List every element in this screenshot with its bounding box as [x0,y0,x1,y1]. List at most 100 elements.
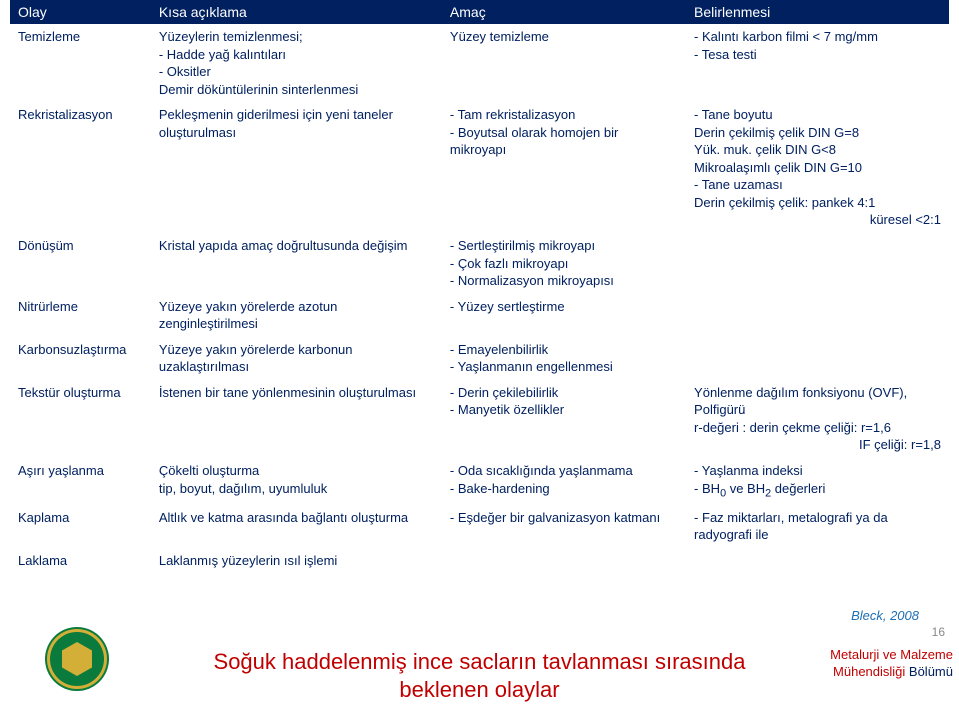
dept-red-text: Mühendisliği [833,664,905,679]
plain-line: r-değeri : derin çekme çeliği: r=1,6 [694,419,941,437]
list-item: Oda sıcaklığında yaşlanmama [450,462,678,480]
list-item: Yaşlanmanın engellenmesi [450,358,678,376]
footer: Bleck, 2008 16 Soğuk haddelenmiş ince sa… [0,606,959,721]
slide-page: Olay Kısa açıklama Amaç Belirlenmesi Tem… [0,0,959,721]
dash-list: Eşdeğer bir galvanizasyon katmanı [450,509,678,527]
cell-event: Laklama [10,548,151,574]
cell-desc: Çökelti oluşturmatip, boyut, dağılım, uy… [151,458,442,505]
department-label: Metalurji ve Malzeme Mühendisliği Bölümü [830,647,953,681]
dash-list: Kalıntı karbon filmi < 7 mg/mmTesa testi [694,28,941,63]
table-row: TemizlemeYüzeylerin temizlenmesi;Hadde y… [10,24,949,102]
list-item: Emayelenbilirlik [450,341,678,359]
dept-blue-text: Bölümü [905,664,953,679]
title-line1: Soğuk haddelenmiş ince sacların tavlanma… [214,649,746,674]
cell-determination [686,233,949,294]
plain-line: Yönlenme dağılım fonksiyonu (OVF), [694,384,941,402]
table-row: KaplamaAltlık ve katma arasında bağlantı… [10,505,949,548]
list-item: Yaşlanma indeksi [694,462,941,480]
dash-list: Faz miktarları, metalografi ya da radyog… [694,509,941,544]
cell-purpose: Yüzey sertleştirme [442,294,686,337]
cell-determination: Kalıntı karbon filmi < 7 mg/mmTesa testi [686,24,949,102]
cell-desc: Yüzeye yakın yörelerde azotun zenginleşt… [151,294,442,337]
cell-purpose: Sertleştirilmiş mikroyapıÇok fazlı mikro… [442,233,686,294]
list-item: Derin çekilebilirlik [450,384,678,402]
indented-text: IF çeliği: r=1,8 [694,436,941,454]
list-item: Normalizasyon mikroyapısı [450,272,678,290]
plain-line: Mikroalaşımlı çelik DIN G=10 [694,159,941,177]
cell-determination: Faz miktarları, metalografi ya da radyog… [686,505,949,548]
cell-determination: Yönlenme dağılım fonksiyonu (OVF),Polfig… [686,380,949,458]
cell-event: Karbonsuzlaştırma [10,337,151,380]
cell-determination [686,294,949,337]
plain-line: Derin çekilmiş çelik: pankek 4:1 [694,194,941,212]
cell-desc: İstenen bir tane yönlenmesinin oluşturul… [151,380,442,458]
citation-text: Bleck, 2008 [851,608,919,623]
plain-line: Polfigürü [694,401,941,419]
list-item: Kalıntı karbon filmi < 7 mg/mm [694,28,941,46]
cell-event: Rekristalizasyon [10,102,151,233]
list-item: Oksitler [159,63,434,81]
dash-list: EmayelenbilirlikYaşlanmanın engellenmesi [450,341,678,376]
table-row: RekristalizasyonPekleşmenin giderilmesi … [10,102,949,233]
cell-determination: Yaşlanma indeksiBH0 ve BH2 değerleri [686,458,949,505]
table-header-row: Olay Kısa açıklama Amaç Belirlenmesi [10,0,949,24]
col-header: Belirlenmesi [686,0,949,24]
col-header: Amaç [442,0,686,24]
col-header: Olay [10,0,151,24]
cell-event: Aşırı yaşlanma [10,458,151,505]
cell-desc: Yüzeylerin temizlenmesi;Hadde yağ kalınt… [151,24,442,102]
cell-desc: Kristal yapıda amaç doğrultusunda değişi… [151,233,442,294]
table-row: Aşırı yaşlanmaÇökelti oluşturmatip, boyu… [10,458,949,505]
cell-desc: Pekleşmenin giderilmesi için yeni tanele… [151,102,442,233]
dept-red-text: Metalurji ve Malzeme [830,647,953,662]
table-row: Tekstür oluşturmaİstenen bir tane yönlen… [10,380,949,458]
dash-list: Sertleştirilmiş mikroyapıÇok fazlı mikro… [450,237,678,290]
list-item: Faz miktarları, metalografi ya da radyog… [694,509,941,544]
cell-event: Kaplama [10,505,151,548]
table-row: LaklamaLaklanmış yüzeylerin ısıl işlemi [10,548,949,574]
list-item: Yüzey sertleştirme [450,298,678,316]
dash-list: Derin çekilebilirlikManyetik özellikler [450,384,678,419]
cell-purpose: Tam rekristalizasyonBoyutsal olarak homo… [442,102,686,233]
plain-line: Yük. muk. çelik DIN G<8 [694,141,941,159]
page-number: 16 [932,625,945,639]
dash-list: Tam rekristalizasyonBoyutsal olarak homo… [450,106,678,159]
cell-event: Dönüşüm [10,233,151,294]
cell-determination [686,337,949,380]
cell-purpose: Derin çekilebilirlikManyetik özellikler [442,380,686,458]
list-item: Tam rekristalizasyon [450,106,678,124]
table-row: KarbonsuzlaştırmaYüzeye yakın yörelerde … [10,337,949,380]
table-row: NitrürlemeYüzeye yakın yörelerde azotun … [10,294,949,337]
cell-event: Nitrürleme [10,294,151,337]
list-item: Bake-hardening [450,480,678,498]
main-table: Olay Kısa açıklama Amaç Belirlenmesi Tem… [10,0,949,573]
cell-determination [686,548,949,574]
cell-purpose: Oda sıcaklığında yaşlanmamaBake-hardenin… [442,458,686,505]
dash-list: Yüzey sertleştirme [450,298,678,316]
cell-purpose [442,548,686,574]
cell-event: Tekstür oluşturma [10,380,151,458]
indented-text: küresel <2:1 [708,211,941,229]
cell-desc: Altlık ve katma arasında bağlantı oluştu… [151,505,442,548]
title-line2: beklenen olaylar [399,677,559,702]
list-item: Tesa testi [694,46,941,64]
list-item: BH0 ve BH2 değerleri [694,480,941,501]
cell-desc: Yüzeye yakın yörelerde karbonun uzaklaşt… [151,337,442,380]
cell-event: Temizleme [10,24,151,102]
dash-list: Yaşlanma indeksiBH0 ve BH2 değerleri [694,462,941,501]
cell-purpose: Yüzey temizleme [442,24,686,102]
dash-list: Oda sıcaklığında yaşlanmamaBake-hardenin… [450,462,678,497]
table-row: DönüşümKristal yapıda amaç doğrultusunda… [10,233,949,294]
cell-determination: - Tane boyutuDerin çekilmiş çelik DIN G=… [686,102,949,233]
plain-line: Derin çekilmiş çelik DIN G=8 [694,124,941,142]
list-item: Çok fazlı mikroyapı [450,255,678,273]
list-item: - Tane uzaması [694,176,941,194]
list-item: Manyetik özellikler [450,401,678,419]
slide-title: Soğuk haddelenmiş ince sacların tavlanma… [0,648,959,703]
list-item: - Tane boyutu [694,106,941,124]
dash-list: Hadde yağ kalıntılarıOksitler [159,46,434,81]
list-item: Hadde yağ kalıntıları [159,46,434,64]
list-item: Sertleştirilmiş mikroyapı [450,237,678,255]
cell-desc: Laklanmış yüzeylerin ısıl işlemi [151,548,442,574]
cell-purpose: EmayelenbilirlikYaşlanmanın engellenmesi [442,337,686,380]
